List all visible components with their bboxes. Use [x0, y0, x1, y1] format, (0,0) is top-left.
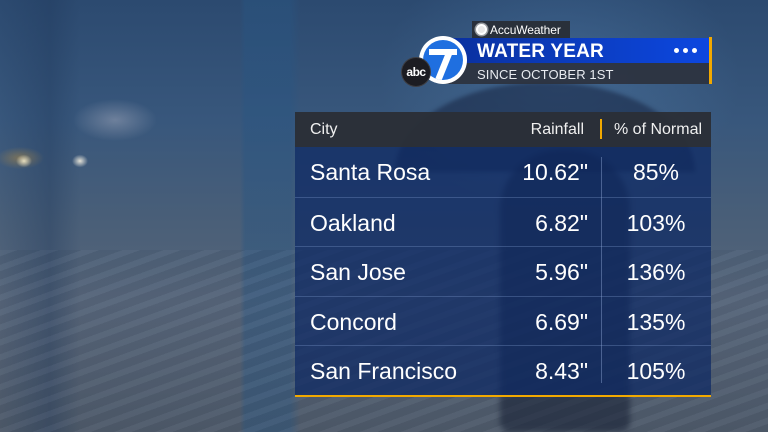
cell-rainfall: 10.62"	[522, 159, 588, 185]
accuweather-sun-icon	[476, 24, 487, 35]
page-subtitle: SINCE OCTOBER 1ST	[477, 67, 614, 82]
cell-rainfall: 6.82"	[535, 209, 588, 236]
cell-pct-normal: 135%	[626, 308, 686, 335]
cell-pct-normal: 85%	[632, 159, 680, 185]
cell-rainfall: 6.69"	[535, 308, 588, 335]
accuweather-tag: AccuWeather	[472, 21, 570, 38]
cell-pct-normal: 105%	[626, 358, 686, 385]
page-title: WATER YEAR	[477, 41, 604, 62]
column-header-city: City	[310, 121, 338, 138]
table-accent-stripe	[295, 395, 711, 397]
cell-city: Oakland	[310, 209, 396, 236]
table-row: San Jose 5.96" 136%	[295, 246, 711, 296]
table-header: City Rainfall % of Normal	[295, 112, 711, 147]
cell-city: San Francisco	[310, 358, 458, 385]
table-row: Oakland 6.82" 103%	[295, 196, 711, 247]
abc-logo-icon: abc	[401, 57, 431, 87]
cell-pct-normal: 103%	[626, 209, 686, 236]
more-dots-icon	[674, 48, 697, 53]
table-row: Santa Rosa 10.62" 85%	[295, 147, 711, 197]
column-divider	[601, 157, 602, 383]
table-body: Santa Rosa 10.62" 85% Oakland 6.82" 103%…	[295, 147, 711, 395]
sponsor-label: AccuWeather	[490, 22, 561, 37]
cell-city: San Jose	[310, 259, 406, 286]
table-row: Concord 6.69" 135%	[295, 295, 711, 346]
column-header-pct-normal: % of Normal	[614, 121, 703, 138]
cell-pct-normal: 136%	[626, 259, 686, 286]
subtitle-bar: SINCE OCTOBER 1ST	[440, 63, 710, 84]
cell-rainfall: 8.43"	[535, 358, 588, 385]
rainfall-table: City Rainfall % of Normal Santa Rosa 10.…	[295, 112, 711, 397]
title-bar: WATER YEAR	[440, 38, 710, 63]
table-row: San Francisco 8.43" 105%	[295, 345, 711, 395]
cell-city: Concord	[310, 308, 397, 335]
cell-rainfall: 5.96"	[535, 259, 588, 286]
header-divider	[600, 119, 602, 139]
title-accent-stripe	[709, 37, 712, 84]
cell-city: Santa Rosa	[310, 159, 431, 185]
column-header-rainfall: Rainfall	[530, 121, 584, 138]
